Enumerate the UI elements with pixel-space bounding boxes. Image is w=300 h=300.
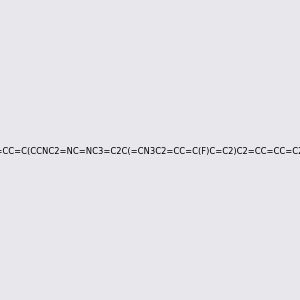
Text: ClC1=CC=C(CCNC2=NC=NC3=C2C(=CN3C2=CC=C(F)C=C2)C2=CC=CC=C2)C=C1: ClC1=CC=C(CCNC2=NC=NC3=C2C(=CN3C2=CC=C(F… — [0, 147, 300, 156]
